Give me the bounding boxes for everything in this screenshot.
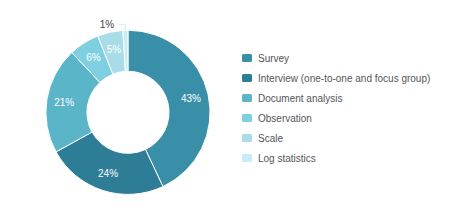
svg-text:21%: 21%	[54, 97, 74, 108]
svg-text:1%: 1%	[100, 19, 115, 30]
svg-text:43%: 43%	[181, 93, 201, 104]
svg-text:Document analysis: Document analysis	[258, 93, 342, 104]
svg-text:Interview (one-to-one and focu: Interview (one-to-one and focus group)	[258, 73, 430, 84]
svg-text:24%: 24%	[98, 168, 118, 179]
svg-text:5%: 5%	[107, 44, 122, 55]
svg-text:Scale: Scale	[258, 133, 283, 144]
svg-text:6%: 6%	[86, 52, 101, 63]
svg-text:Log statistics: Log statistics	[258, 153, 316, 164]
svg-text:Observation: Observation	[258, 113, 312, 124]
svg-text:Survey: Survey	[258, 53, 289, 64]
